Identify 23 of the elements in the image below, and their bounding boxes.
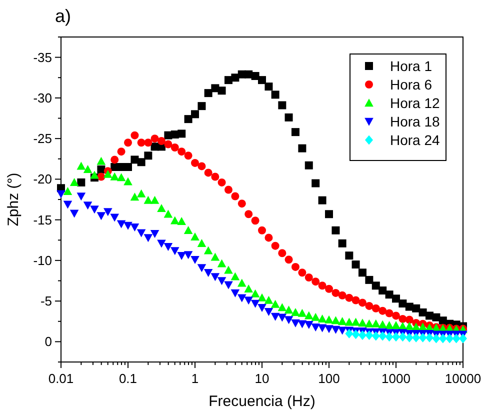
legend-label: Hora 24 bbox=[390, 132, 440, 148]
y-tick-label: -25 bbox=[33, 131, 52, 146]
y-tick-label: -15 bbox=[33, 212, 52, 228]
x-tick-label: 10 bbox=[254, 371, 270, 386]
x-axis-title: Frecuencia (Hz) bbox=[208, 393, 316, 410]
chart-title: a) bbox=[55, 6, 72, 26]
y-tick-label: -5 bbox=[40, 294, 52, 309]
y-axis-title: Zphz (°) bbox=[5, 172, 22, 226]
x-tick-label: 0.1 bbox=[118, 371, 138, 386]
y-tick-label: -20 bbox=[33, 172, 52, 187]
legend-label: Hora 18 bbox=[390, 114, 440, 130]
legend-label: Hora 12 bbox=[390, 95, 440, 111]
x-tick-label: 10000 bbox=[444, 371, 482, 386]
y-tick-label: -35 bbox=[33, 50, 52, 65]
legend-label: Hora 1 bbox=[390, 58, 432, 74]
y-tick-label: -30 bbox=[33, 90, 52, 106]
y-tick-label: 0 bbox=[44, 334, 52, 350]
legend-label: Hora 6 bbox=[390, 76, 432, 92]
x-tick-label: 0.01 bbox=[48, 371, 74, 386]
x-tick-label: 100 bbox=[318, 371, 340, 386]
x-tick-label: 1000 bbox=[382, 371, 410, 386]
y-tick-label: -10 bbox=[33, 252, 52, 268]
x-tick-label: 1 bbox=[191, 371, 199, 386]
